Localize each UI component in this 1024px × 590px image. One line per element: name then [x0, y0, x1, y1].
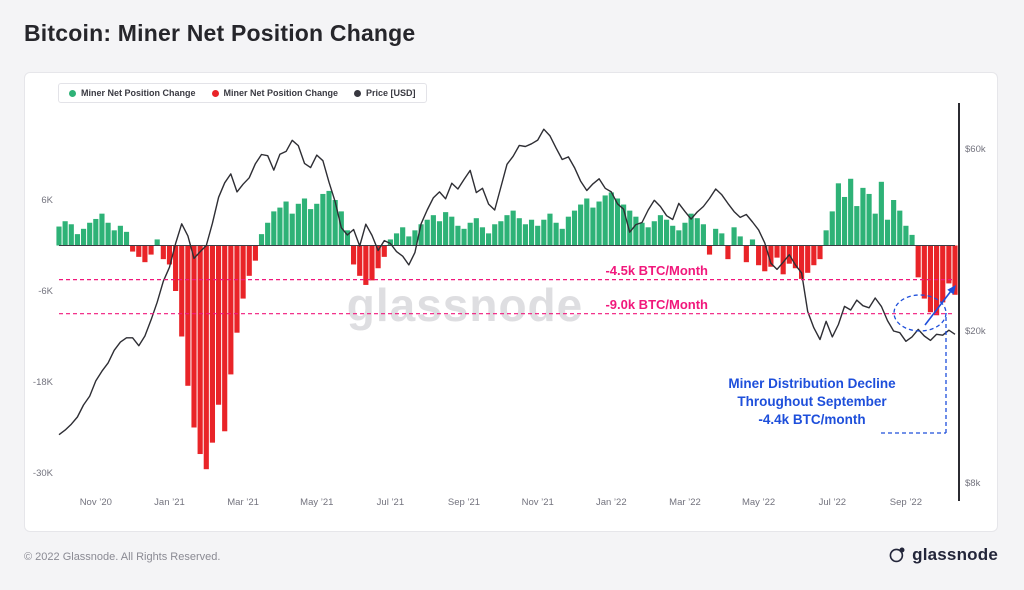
glassnode-logo-icon: [889, 547, 905, 563]
threshold-label-9-0k: -9.0k BTC/Month: [605, 297, 708, 312]
axis-tick-label: Sep ’21: [448, 497, 480, 508]
axis-tick-label: 6K: [41, 195, 53, 206]
axis-labels-layer: 6K -6K -18K -30K $60k $20k $8k Nov ’20 Jan ’21 Ma…: [33, 144, 986, 508]
green-series-dot-icon: [69, 89, 76, 97]
callout-highlight-ellipse: [893, 294, 947, 332]
axis-tick-label: Jul ’21: [377, 497, 404, 508]
axis-tick-label: $8k: [965, 478, 981, 489]
page-title: Bitcoin: Miner Net Position Change: [24, 20, 416, 46]
axis-tick-label: -18K: [33, 377, 54, 388]
axis-tick-label: Mar ’21: [227, 497, 259, 508]
legend-item-miner-negative[interactable]: Miner Net Position Change: [211, 88, 339, 98]
chart-card: Miner Net Position Change Miner Net Posi…: [24, 72, 998, 532]
axis-tick-label: Nov ’21: [522, 497, 554, 508]
axis-tick-label: Jul ’22: [819, 497, 846, 508]
legend-label: Miner Net Position Change: [81, 88, 196, 98]
legend-item-price[interactable]: Price [USD]: [354, 88, 416, 98]
glassnode-watermark: glassnode: [347, 279, 584, 331]
threshold-label-4-5k: -4.5k BTC/Month: [605, 263, 708, 278]
axis-tick-label: Jan ’21: [154, 497, 185, 508]
axis-tick-label: $20k: [965, 326, 986, 337]
threshold-dashed-lines: [59, 279, 955, 315]
chart-legend: Miner Net Position Change Miner Net Posi…: [58, 83, 427, 103]
copyright-text: © 2022 Glassnode. All Rights Reserved.: [24, 551, 221, 563]
axis-tick-label: May ’22: [742, 497, 775, 508]
axis-tick-label: Jan ’22: [596, 497, 627, 508]
axis-tick-label: $60k: [965, 144, 986, 155]
legend-label: Miner Net Position Change: [223, 88, 339, 98]
glassnode-logo: glassnode: [888, 545, 998, 565]
axis-tick-label: May ’21: [300, 497, 333, 508]
axis-tick-label: Mar ’22: [669, 497, 701, 508]
legend-label: Price [USD]: [366, 88, 416, 98]
callout-arrow-head-icon: [947, 285, 956, 295]
miner-net-position-chart: glassnode -4.5k BTC/Month -9.0k BTC/Mont…: [33, 103, 986, 508]
axis-tick-label: -6K: [38, 286, 53, 297]
glassnode-wordmark: glassnode: [912, 545, 998, 564]
price-line: [58, 128, 956, 436]
callout-line-2: Throughout September: [737, 394, 887, 409]
price-series-dot-icon: [354, 89, 362, 97]
axis-tick-label: Nov ’20: [80, 497, 112, 508]
axis-tick-label: -30K: [33, 468, 54, 479]
callout-line-1: Miner Distribution Decline: [728, 376, 896, 391]
legend-item-miner-positive[interactable]: Miner Net Position Change: [69, 88, 196, 98]
callout-arrow-shaft: [924, 290, 952, 326]
axis-tick-label: Sep ’22: [890, 497, 922, 508]
miner-bars-layer: [56, 178, 958, 470]
red-series-dot-icon: [211, 89, 219, 97]
callout-september-decline: Miner Distribution Decline Throughout Se…: [728, 285, 956, 434]
callout-line-3: -4.4k BTC/month: [758, 412, 865, 427]
